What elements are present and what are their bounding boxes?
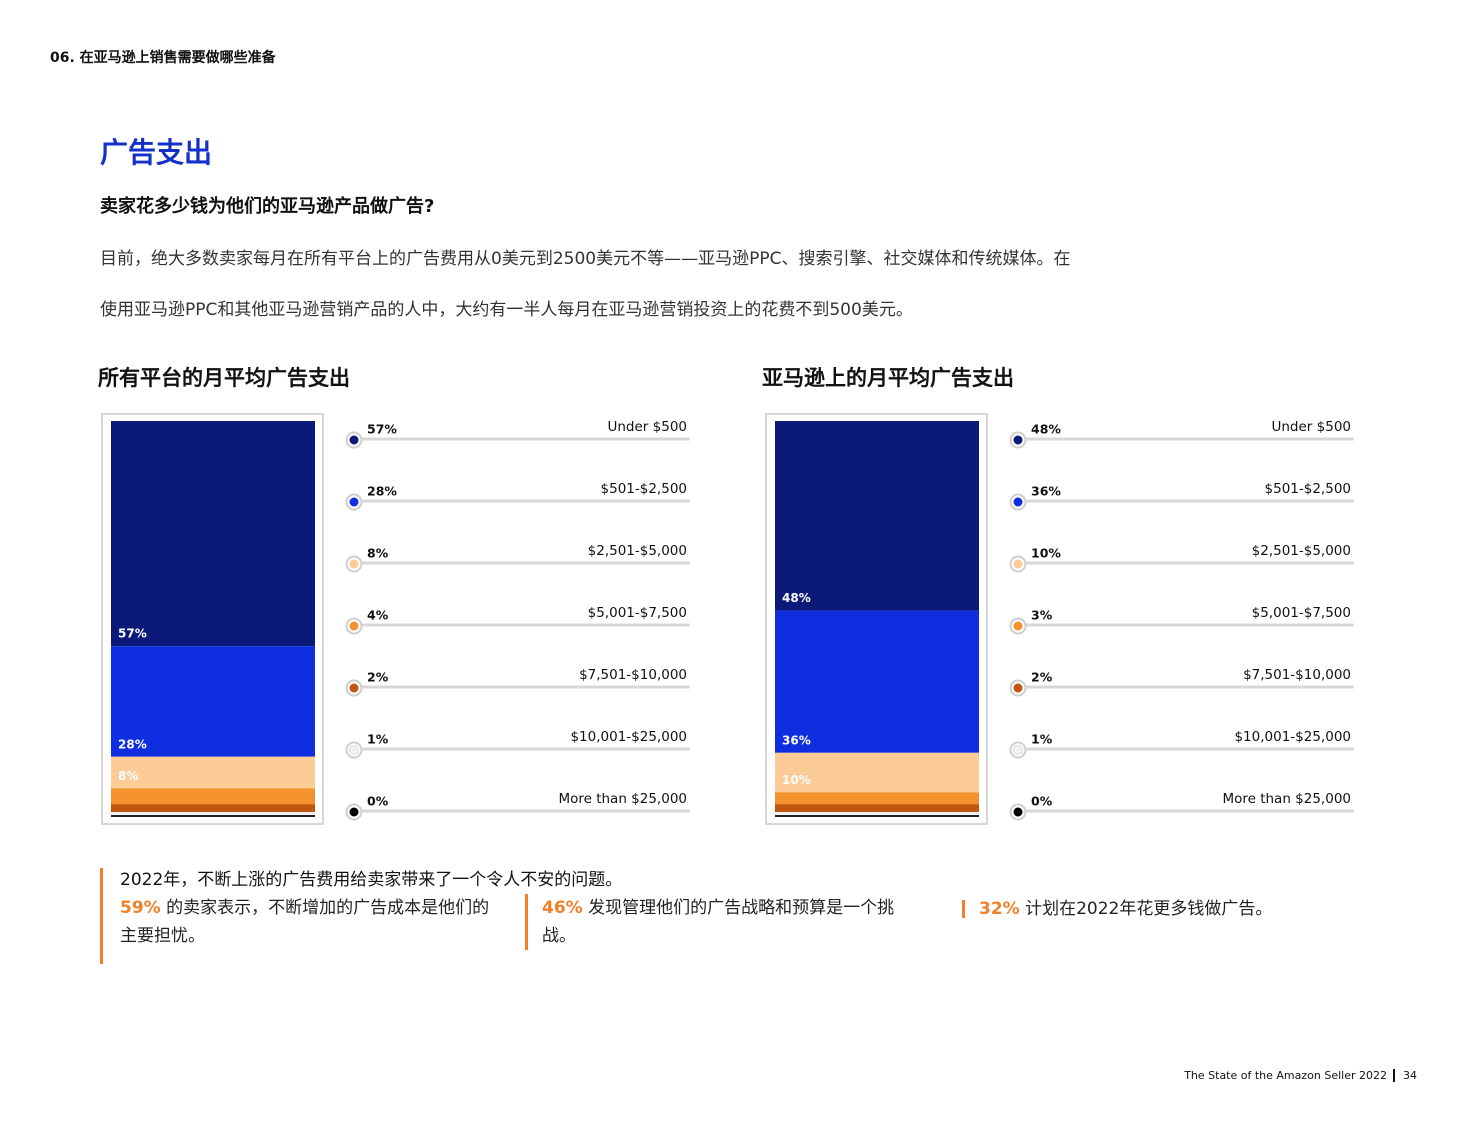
legend-dot-fill — [349, 745, 359, 755]
bar-label: 10% — [782, 773, 811, 787]
legend-category: $7,501-$10,000 — [1243, 667, 1351, 683]
highlight: 59% — [120, 898, 161, 918]
section-header: 06. 在亚马逊上销售需要做哪些准备 — [50, 50, 276, 66]
legend-category: Under $500 — [607, 419, 687, 435]
legend-dot-fill — [1013, 745, 1023, 755]
legend-percent: 0% — [367, 794, 389, 809]
legend-category: $7,501-$10,000 — [579, 667, 687, 683]
legend-category: $501-$2,500 — [1265, 481, 1351, 497]
legend-category: $5,001-$7,500 — [1252, 605, 1351, 621]
bar-segment — [775, 812, 979, 816]
legend-dot-fill — [1013, 683, 1023, 693]
legend-category: More than $25,000 — [1222, 791, 1351, 807]
legend-dot-fill — [1013, 807, 1023, 817]
legend-percent: 2% — [367, 670, 389, 685]
callout-intro: 2022年，不断上涨的广告费用给卖家带来了一个令人不安的问题。 — [100, 868, 1400, 894]
legend-dot-fill — [349, 621, 359, 631]
legend-category: More than $25,000 — [558, 791, 687, 807]
legend-percent: 10% — [1031, 546, 1061, 561]
legend-percent: 1% — [367, 732, 389, 747]
legend-dot-fill — [1013, 621, 1023, 631]
bar-label: 8% — [118, 769, 138, 783]
callout: 2022年，不断上涨的广告费用给卖家带来了一个令人不安的问题。 59% 的卖家表… — [100, 868, 1400, 964]
legend-dot-fill — [349, 435, 359, 445]
chart-title: 所有平台的月平均广告支出 — [98, 366, 350, 390]
legend-percent: 1% — [1031, 732, 1053, 747]
callout-item: 46% 发现管理他们的广告战略和预算是一个挑战。 — [525, 894, 922, 950]
legend-dot-fill — [1013, 559, 1023, 569]
legend-percent: 0% — [1031, 794, 1053, 809]
legend-percent: 3% — [1031, 608, 1053, 623]
bar-label: 57% — [118, 627, 147, 641]
item-text: 发现管理他们的广告战略和预算是一个挑战。 — [542, 898, 895, 946]
bar-segment — [111, 812, 315, 816]
report-name: The State of the Amazon Seller 2022 — [1184, 1069, 1387, 1082]
paragraph-line: 目前，绝大多数卖家每月在所有平台上的广告费用从0美元到2500美元不等——亚马逊… — [100, 249, 1071, 269]
legend-category: $10,001-$25,000 — [1234, 729, 1351, 745]
page-title: 广告支出 — [100, 136, 213, 169]
legend-dot-fill — [349, 807, 359, 817]
highlight: 32% — [979, 899, 1020, 919]
legend-percent: 48% — [1031, 422, 1061, 437]
bar-segment — [111, 646, 315, 757]
legend-percent: 36% — [1031, 484, 1061, 499]
question: 卖家花多少钱为他们的亚马逊产品做广告? — [100, 196, 435, 217]
bar-label: 36% — [782, 733, 811, 747]
legend-percent: 8% — [367, 546, 389, 561]
bar-segment — [775, 421, 979, 611]
bar-segment — [775, 610, 979, 753]
bar-segment — [111, 756, 315, 789]
callout-item: 59% 的卖家表示，不断增加的广告成本是他们的主要担忧。 — [120, 894, 505, 964]
legend-dot-fill — [349, 497, 359, 507]
callout-items: 59% 的卖家表示，不断增加的广告成本是他们的主要担忧。 46% 发现管理他们的… — [100, 894, 1400, 964]
legend-category: $2,501-$5,000 — [1252, 543, 1351, 559]
paragraph-line: 使用亚马逊PPC和其他亚马逊营销产品的人中，大约有一半人每月在亚马逊营销投资上的… — [100, 300, 913, 320]
legend-percent: 4% — [367, 608, 389, 623]
item-text: 的卖家表示，不断增加的广告成本是他们的主要担忧。 — [120, 898, 490, 946]
legend-dot-fill — [1013, 497, 1023, 507]
legend-dot-fill — [349, 559, 359, 569]
legend-category: $5,001-$7,500 — [588, 605, 687, 621]
item-text: 计划在2022年花更多钱做广告。 — [1019, 899, 1273, 919]
legend-category: $2,501-$5,000 — [588, 543, 687, 559]
legend-category: Under $500 — [1271, 419, 1351, 435]
bar-segment — [775, 804, 979, 813]
legend-percent: 57% — [367, 422, 397, 437]
bar-segment — [111, 421, 315, 647]
callout-item: 32% 计划在2022年花更多钱做广告。 — [962, 900, 1272, 918]
legend-category: $501-$2,500 — [601, 481, 687, 497]
page-number: 34 — [1393, 1069, 1417, 1082]
bar-label: 28% — [118, 737, 147, 751]
highlight: 46% — [542, 898, 583, 918]
bar-segment — [111, 804, 315, 813]
legend-dot-fill — [349, 683, 359, 693]
bar-segment — [775, 792, 979, 805]
bar-label: 48% — [782, 591, 811, 605]
bar-segment — [111, 788, 315, 805]
footer: The State of the Amazon Seller 2022 34 — [1184, 1069, 1417, 1082]
legend-category: $10,001-$25,000 — [570, 729, 687, 745]
legend-percent: 28% — [367, 484, 397, 499]
legend-dot-fill — [1013, 435, 1023, 445]
bar-segment — [775, 752, 979, 793]
chart-title: 亚马逊上的月平均广告支出 — [762, 366, 1014, 390]
legend-percent: 2% — [1031, 670, 1053, 685]
